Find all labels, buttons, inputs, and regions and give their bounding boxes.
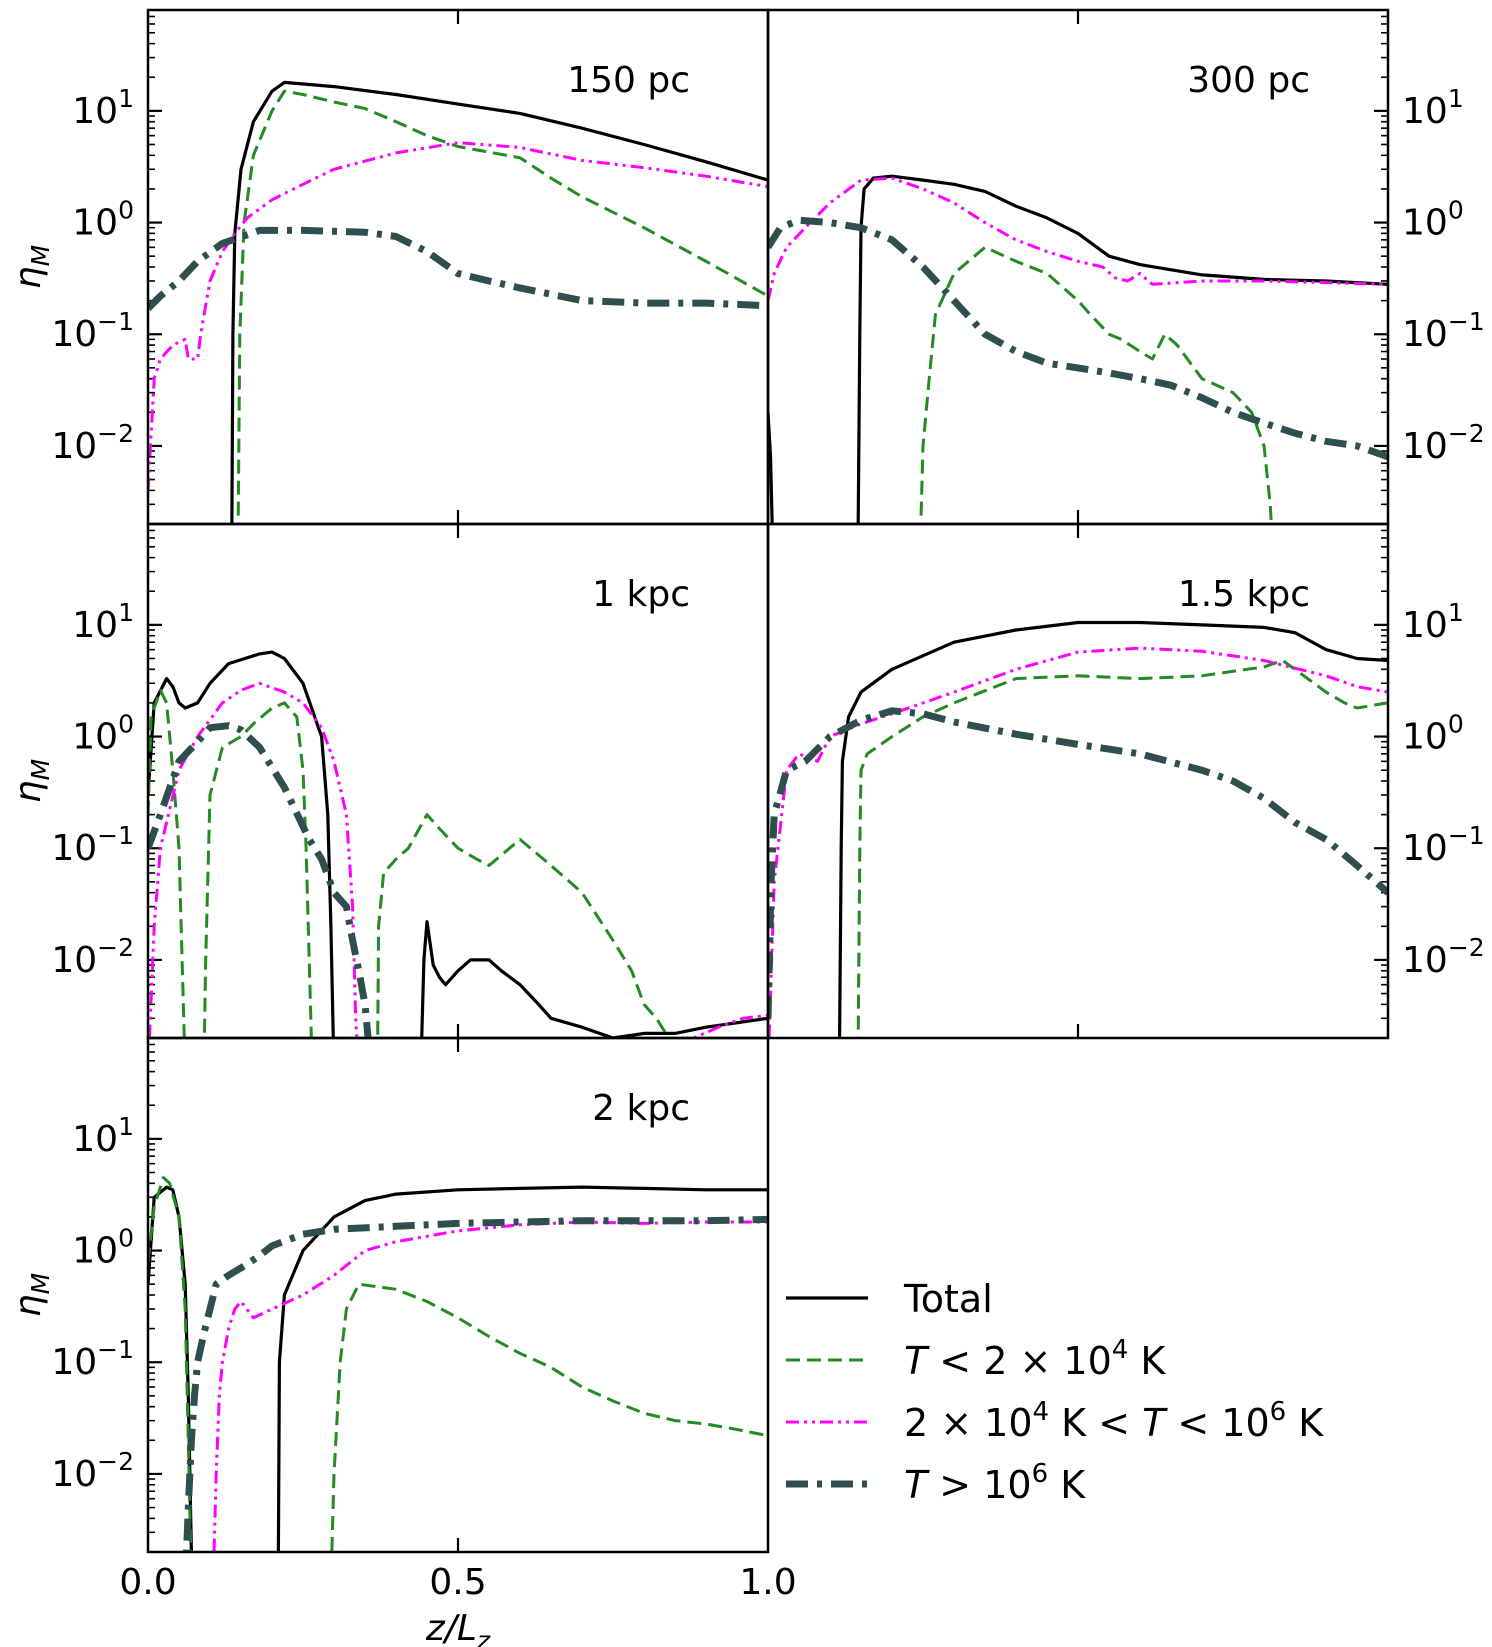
x-tick-label: 1.0 bbox=[739, 1562, 796, 1603]
y-tick-label: 10−2 bbox=[51, 419, 134, 467]
y-axis-label: ηM bbox=[8, 759, 55, 803]
series-hot bbox=[148, 722, 372, 1038]
x-tick-label: 0.0 bbox=[119, 1562, 176, 1603]
y-tick-label: 100 bbox=[72, 1224, 134, 1272]
series-hot bbox=[768, 707, 1388, 1019]
y-tick-label: 10−1 bbox=[51, 821, 134, 869]
panel-frame bbox=[146, 1036, 770, 1554]
legend-item-cold: T < 2 × 104 K bbox=[786, 1335, 1166, 1383]
series-cold bbox=[148, 688, 673, 1038]
panel-label: 2 kpc bbox=[592, 1088, 690, 1129]
panel-5: 2 kpc 101 100 10−1 10−2 ηM 0.0 0.5 1.0 z/Lz bbox=[8, 1036, 797, 1647]
y-tick-label: 10−2 bbox=[1402, 933, 1485, 981]
y-tick-label: 10−1 bbox=[51, 1335, 134, 1383]
series-hot bbox=[183, 1215, 768, 1552]
series-warm bbox=[212, 1220, 768, 1552]
panel-1: 150 pc 101 100 10−1 10−2 ηM bbox=[8, 8, 770, 526]
y-tick-label: 10−1 bbox=[51, 307, 134, 355]
y-tick-label: 101 bbox=[72, 84, 134, 132]
legend-item-warm: 2 × 104 K < T < 106 K bbox=[786, 1397, 1324, 1445]
y-axis-label: ηM bbox=[8, 1273, 55, 1317]
panel-label: 300 pc bbox=[1187, 60, 1310, 101]
y-tick-label: 101 bbox=[1402, 598, 1464, 646]
y-tick-label: 10−2 bbox=[51, 933, 134, 981]
series-hot bbox=[148, 226, 768, 311]
y-tick-label: 100 bbox=[1402, 196, 1464, 244]
series-total bbox=[837, 620, 1388, 1038]
series-total bbox=[148, 1185, 768, 1552]
panel-label: 1.5 kpc bbox=[1178, 574, 1310, 615]
panel-3: 1 kpc 101 100 10−1 10−2 ηM bbox=[8, 522, 770, 1040]
panel-label: 1 kpc bbox=[592, 574, 690, 615]
legend-item-total: Total bbox=[786, 1277, 993, 1321]
legend-label-warm: 2 × 104 K < T < 106 K bbox=[904, 1397, 1324, 1445]
legend-label-cold: T < 2 × 104 K bbox=[904, 1335, 1166, 1383]
y-axis-label: ηM bbox=[8, 245, 55, 289]
series-cold bbox=[856, 659, 1388, 1038]
y-tick-label: 10−1 bbox=[1402, 307, 1485, 355]
y-tick-label: 101 bbox=[72, 598, 134, 646]
y-tick-label: 10−1 bbox=[1402, 821, 1485, 869]
y-tick-label: 10−2 bbox=[51, 1447, 134, 1495]
series-warm bbox=[768, 646, 1388, 1038]
series-hot bbox=[768, 216, 1388, 461]
series-warm bbox=[768, 176, 1388, 301]
legend-label-total: Total bbox=[903, 1277, 993, 1321]
panel-4: 1.5 kpc 101 100 10−1 10−2 bbox=[766, 522, 1485, 1040]
y-tick-label: 101 bbox=[72, 1112, 134, 1160]
series-total bbox=[230, 80, 768, 524]
panel-2: 300 pc 101 100 10−1 10−2 bbox=[766, 8, 1485, 526]
panel-frame bbox=[766, 522, 1390, 1040]
x-tick-label: 0.5 bbox=[429, 1562, 486, 1603]
y-tick-label: 100 bbox=[72, 196, 134, 244]
legend-label-hot: T > 106 K bbox=[904, 1459, 1086, 1507]
y-tick-label: 101 bbox=[1402, 84, 1464, 132]
series-cold bbox=[236, 89, 768, 524]
series-cold bbox=[919, 245, 1273, 524]
legend-item-hot: T > 106 K bbox=[786, 1459, 1086, 1507]
series-warm bbox=[148, 681, 768, 1038]
series-total bbox=[768, 174, 1388, 524]
series-total bbox=[148, 650, 768, 1038]
legend: Total T < 2 × 104 K 2 × 104 K < T < 106 K T… bbox=[786, 1277, 1324, 1507]
y-tick-label: 100 bbox=[72, 710, 134, 758]
panel-label: 150 pc bbox=[567, 60, 690, 101]
x-axis-label: z/Lz bbox=[425, 1608, 491, 1647]
series-cold bbox=[148, 1176, 768, 1552]
y-tick-label: 10−2 bbox=[1402, 419, 1485, 467]
y-tick-label: 100 bbox=[1402, 710, 1464, 758]
